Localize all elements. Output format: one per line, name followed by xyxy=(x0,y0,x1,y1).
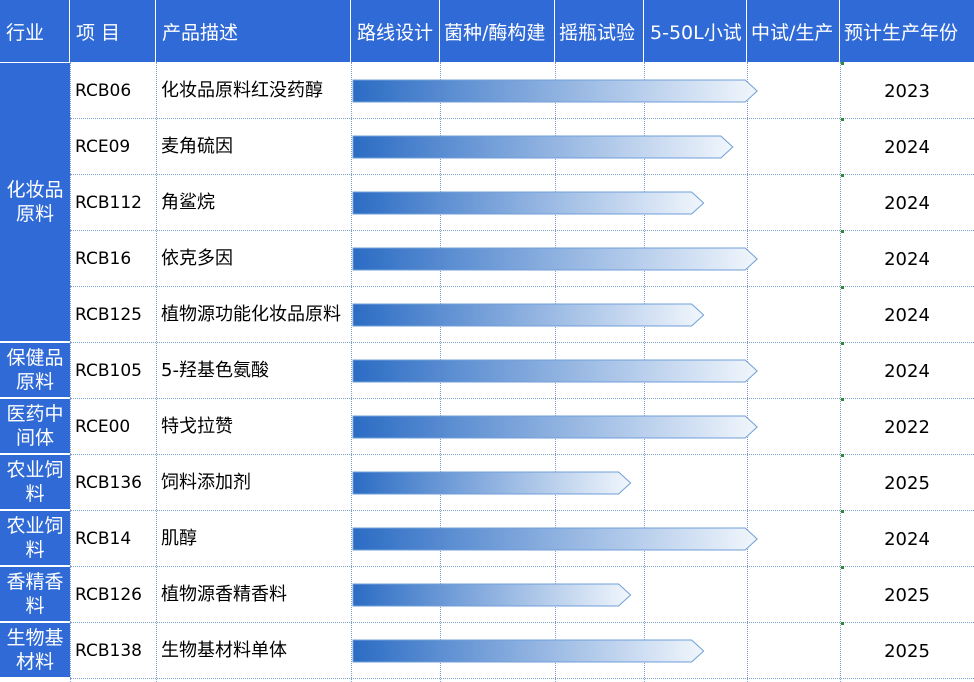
industry-cell: 医药中间体 xyxy=(0,399,70,455)
product-code: RCB136 xyxy=(75,473,142,493)
product-code: RCB125 xyxy=(75,305,142,325)
row-divider xyxy=(70,678,974,679)
product-description: 植物源功能化妆品原料 xyxy=(161,304,341,325)
product-description: 生物基材料单体 xyxy=(161,640,287,661)
header-stage-route-design: 路线设计 xyxy=(351,0,440,62)
cell-marker xyxy=(841,62,844,65)
production-year: 2024 xyxy=(884,136,930,158)
production-year: 2022 xyxy=(884,416,930,438)
product-description: 麦角硫因 xyxy=(161,136,233,157)
industry-cell: 香精香料 xyxy=(0,567,70,623)
cell-marker xyxy=(841,342,844,345)
cell-marker xyxy=(841,566,844,569)
product-code: RCB105 xyxy=(75,361,142,381)
header-item: 项 目 xyxy=(70,0,156,62)
product-description: 植物源香精香料 xyxy=(161,584,287,605)
production-year: 2023 xyxy=(884,80,930,102)
grid-vertical-line xyxy=(440,62,441,682)
cell-marker xyxy=(841,118,844,121)
grid-vertical-line xyxy=(555,62,556,682)
product-description: 肌醇 xyxy=(161,528,197,549)
row-divider xyxy=(70,230,974,231)
product-description: 化妆品原料红没药醇 xyxy=(161,80,323,101)
production-year: 2024 xyxy=(884,192,930,214)
product-description: 特戈拉赞 xyxy=(161,416,233,437)
header-year: 预计生产年份 xyxy=(840,0,974,62)
industry-cell: 农业饲料 xyxy=(0,455,70,511)
product-code: RCB112 xyxy=(75,193,142,213)
cell-marker xyxy=(841,454,844,457)
product-code: RCB06 xyxy=(75,81,132,101)
product-description: 角鲨烷 xyxy=(161,192,215,213)
cell-marker xyxy=(841,398,844,401)
row-divider xyxy=(70,454,974,455)
row-divider xyxy=(70,174,974,175)
product-code: RCE09 xyxy=(75,137,131,157)
industry-cell: 化妆品原料 xyxy=(0,63,70,343)
row-divider xyxy=(70,286,974,287)
grid-vertical-line xyxy=(351,62,352,682)
production-year: 2025 xyxy=(884,584,930,606)
grid-vertical-line xyxy=(70,62,71,682)
cell-marker xyxy=(841,230,844,233)
row-divider xyxy=(70,510,974,511)
production-year: 2024 xyxy=(884,360,930,382)
grid-vertical-line xyxy=(747,62,748,682)
production-year: 2024 xyxy=(884,248,930,270)
production-year: 2025 xyxy=(884,640,930,662)
industry-cell: 生物基材料 xyxy=(0,623,70,679)
row-divider xyxy=(70,566,974,567)
product-code: RCB16 xyxy=(75,249,132,269)
cell-marker xyxy=(841,286,844,289)
product-description: 5-羟基色氨酸 xyxy=(161,360,269,381)
row-divider xyxy=(70,118,974,119)
product-code: RCB14 xyxy=(75,529,132,549)
product-description: 饲料添加剂 xyxy=(161,472,251,493)
row-divider xyxy=(70,398,974,399)
header-stage-strain-construction: 菌种/酶构建 xyxy=(440,0,555,62)
industry-cell: 保健品原料 xyxy=(0,343,70,399)
cell-marker xyxy=(841,622,844,625)
production-year: 2024 xyxy=(884,528,930,550)
product-code: RCB138 xyxy=(75,641,142,661)
header-stage-small-scale: 5-50L小试 xyxy=(644,0,747,62)
product-code: RCE00 xyxy=(75,417,131,437)
grid-vertical-line xyxy=(840,62,841,682)
header-stage-pilot: 中试/生产 xyxy=(747,0,840,62)
cell-marker xyxy=(841,510,844,513)
header-description: 产品描述 xyxy=(156,0,351,62)
cell-marker xyxy=(841,174,844,177)
row-divider xyxy=(70,342,974,343)
industry-cell: 农业饲料 xyxy=(0,511,70,567)
product-description: 依克多因 xyxy=(161,248,233,269)
production-year: 2024 xyxy=(884,304,930,326)
header-stage-shake-flask: 摇瓶试验 xyxy=(555,0,644,62)
grid-vertical-line xyxy=(644,62,645,682)
production-year: 2025 xyxy=(884,472,930,494)
grid-vertical-line xyxy=(156,62,157,682)
product-code: RCB126 xyxy=(75,585,142,605)
header-industry: 行业 xyxy=(0,0,70,62)
row-divider xyxy=(70,622,974,623)
